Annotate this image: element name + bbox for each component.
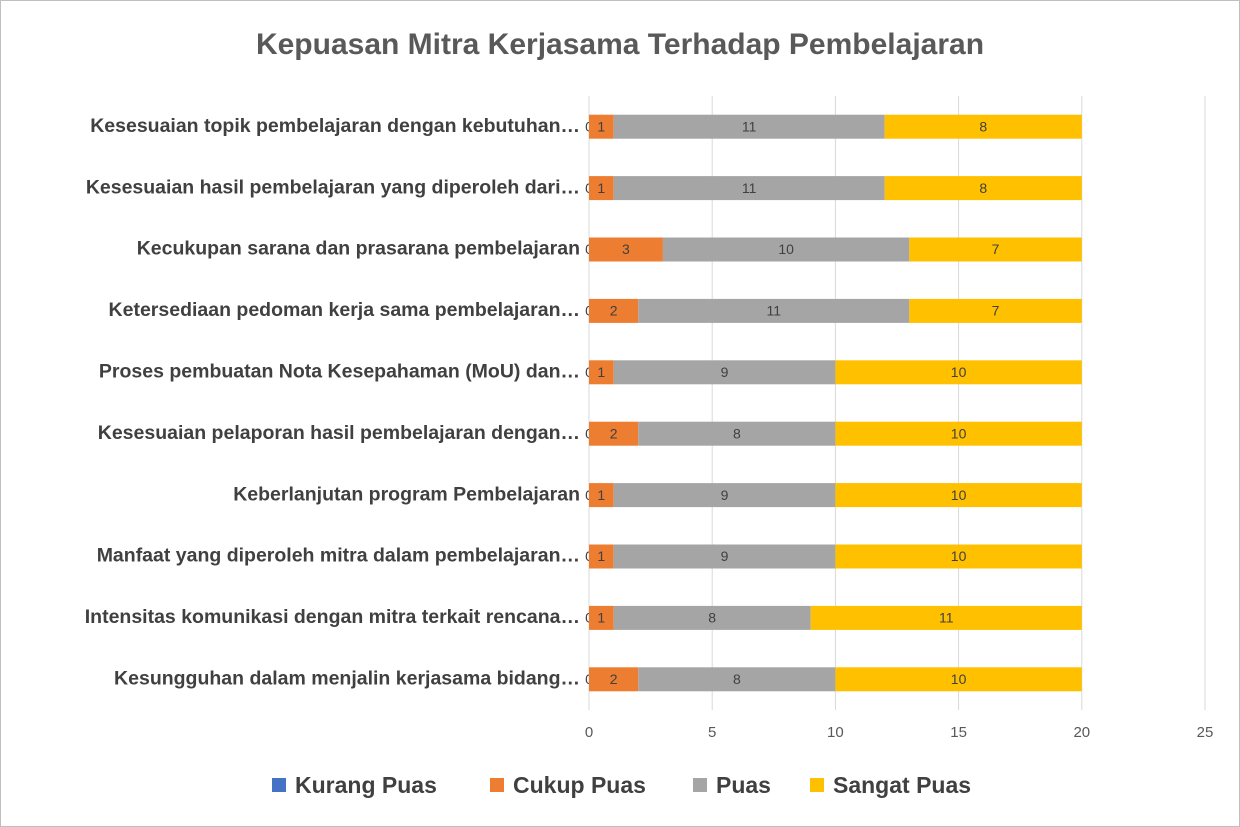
category-label: Intensitas komunikasi dengan mitra terka…	[85, 606, 580, 628]
category-label: Kesungguhan dalam menjalin kerjasama bid…	[114, 667, 580, 689]
bar-segment	[589, 667, 639, 692]
x-tick-label: 5	[708, 724, 716, 741]
bar-segment	[638, 421, 836, 446]
bar-segment	[613, 605, 811, 630]
data-label: 8	[733, 671, 741, 687]
data-label: 10	[951, 487, 967, 503]
bar-segment	[613, 360, 836, 385]
data-label: 11	[939, 610, 954, 626]
bar-segment	[835, 360, 1082, 385]
bar-segment	[638, 298, 910, 323]
data-label: 1	[597, 487, 605, 503]
category-label: Proses pembuatan Nota Kesepahaman (MoU) …	[99, 360, 580, 382]
bar-segment	[613, 176, 885, 201]
data-label: 2	[610, 671, 618, 687]
category-label: Ketersediaan pedoman kerja sama pembelaj…	[109, 299, 580, 321]
x-tick-label: 20	[1073, 724, 1090, 741]
bar-segment	[662, 237, 910, 262]
bar-segment	[909, 237, 1082, 262]
data-label: 2	[610, 303, 618, 319]
category-label: Kesesuaian hasil pembelajaran yang diper…	[86, 176, 580, 198]
bar-segment	[613, 483, 836, 508]
legend-label: Kurang Puas	[295, 772, 437, 798]
bar-segment	[835, 483, 1082, 508]
data-label: 10	[951, 671, 967, 687]
bar-segment	[884, 114, 1082, 139]
bar-segment	[884, 176, 1082, 201]
category-label: Manfaat yang diperoleh mitra dalam pembe…	[97, 545, 580, 567]
bar-segment	[589, 605, 614, 630]
bar-segment	[835, 544, 1082, 569]
x-tick-label: 10	[827, 724, 844, 741]
legend-swatch	[810, 778, 824, 792]
x-tick-label: 0	[585, 724, 593, 741]
chart-title: Kepuasan Mitra Kerjasama Terhadap Pembel…	[256, 28, 984, 61]
legend-swatch	[490, 778, 504, 792]
bar-segment	[589, 421, 639, 446]
category-label: Kesesuaian pelaporan hasil pembelajaran …	[98, 422, 580, 444]
category-label: Kesesuaian topik pembelajaran dengan keb…	[90, 115, 580, 137]
legend-label: Puas	[716, 772, 771, 798]
x-tick-label: 15	[950, 724, 967, 741]
data-label: 1	[597, 180, 605, 196]
legend-label: Cukup Puas	[513, 772, 646, 798]
data-label: 7	[992, 303, 1000, 319]
bar-segment	[613, 544, 836, 569]
bar-segment	[810, 605, 1082, 630]
x-tick-label: 25	[1197, 724, 1214, 741]
bar-segment	[589, 114, 614, 139]
bar-segment	[909, 298, 1082, 323]
data-label: 10	[951, 548, 967, 564]
bar-segment	[835, 421, 1082, 446]
data-label: 3	[622, 241, 630, 257]
bar-segment	[589, 360, 614, 385]
bar-segment	[589, 298, 639, 323]
bar-segment	[589, 176, 614, 201]
data-label: 1	[597, 548, 605, 564]
legend-swatch	[272, 778, 286, 792]
data-label: 10	[778, 241, 794, 257]
data-label: 7	[992, 241, 1000, 257]
bar-segment	[613, 114, 885, 139]
data-label: 1	[597, 118, 605, 134]
category-label: Keberlanjutan program Pembelajaran	[233, 483, 580, 505]
data-label: 8	[979, 180, 987, 196]
data-label: 8	[979, 118, 987, 134]
legend-label: Sangat Puas	[833, 772, 971, 798]
legend-swatch	[693, 778, 707, 792]
data-label: 8	[708, 610, 716, 626]
bar-segment	[638, 667, 836, 692]
data-label: 2	[610, 425, 618, 441]
data-label: 10	[951, 425, 967, 441]
data-label: 9	[721, 364, 729, 380]
data-label: 11	[742, 118, 757, 134]
data-label: 11	[767, 303, 782, 319]
bar-segment	[835, 667, 1082, 692]
data-label: 9	[721, 548, 729, 564]
bar-segment	[589, 483, 614, 508]
data-label: 1	[597, 364, 605, 380]
data-label: 9	[721, 487, 729, 503]
bar-segment	[589, 544, 614, 569]
data-label: 10	[951, 364, 967, 380]
category-label: Kecukupan sarana dan prasarana pembelaja…	[137, 238, 580, 260]
data-label: 8	[733, 425, 741, 441]
bar-segment	[589, 237, 663, 262]
data-label: 11	[742, 180, 757, 196]
data-label: 1	[597, 610, 605, 626]
